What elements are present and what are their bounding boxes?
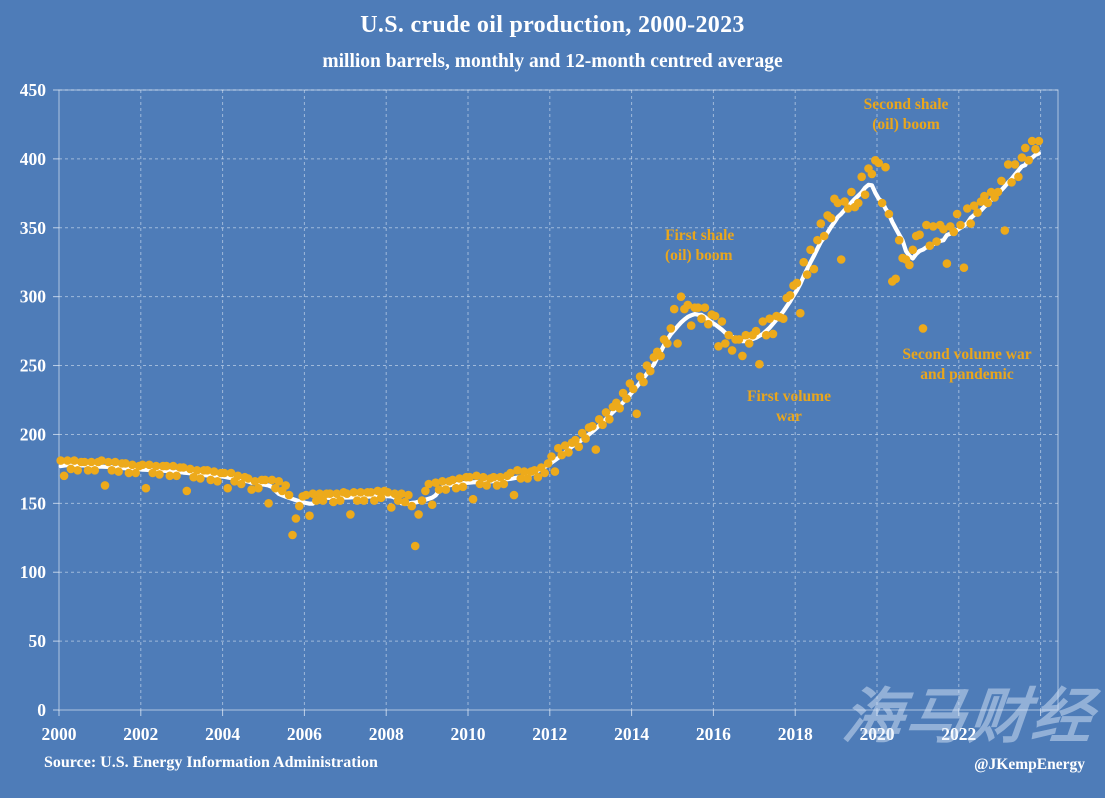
svg-text:2018: 2018 xyxy=(778,724,813,744)
annotation-second-shale-boom: Second shale (oil) boom xyxy=(863,96,949,134)
svg-text:2014: 2014 xyxy=(614,724,649,744)
svg-text:2006: 2006 xyxy=(287,724,322,744)
svg-text:200: 200 xyxy=(20,424,47,444)
axis-ticks xyxy=(53,89,1042,716)
svg-text:2010: 2010 xyxy=(451,724,486,744)
annotation-first-volume-war: First volume war xyxy=(747,388,831,426)
scatter-points xyxy=(56,136,1044,551)
svg-text:250: 250 xyxy=(20,356,47,376)
plot-border xyxy=(58,89,1059,711)
chart-title: U.S. crude oil production, 2000-2023 xyxy=(360,12,745,38)
annotation-first-shale-boom: First shale (oil) boom xyxy=(665,227,735,265)
chart-subtitle: million barrels, monthly and 12-month ce… xyxy=(322,51,783,72)
svg-text:350: 350 xyxy=(20,218,47,238)
svg-text:0: 0 xyxy=(37,700,46,720)
svg-text:2012: 2012 xyxy=(532,724,567,744)
svg-text:300: 300 xyxy=(20,287,47,307)
svg-text:2004: 2004 xyxy=(205,724,240,744)
x-tick-labels: 2000 2002 2004 2006 2008 2010 2012 2014 2016 2018… xyxy=(42,724,977,744)
y-tick-labels: 0 50 100 150 200 250 300 350 400 450 xyxy=(20,80,47,720)
svg-text:2002: 2002 xyxy=(123,724,158,744)
svg-text:2022: 2022 xyxy=(941,724,976,744)
svg-text:50: 50 xyxy=(29,631,47,651)
svg-text:400: 400 xyxy=(20,149,47,169)
annotation-second-volume-war: Second volume war and pandemic xyxy=(902,346,1032,384)
svg-text:2008: 2008 xyxy=(369,724,404,744)
svg-text:450: 450 xyxy=(20,80,47,100)
svg-text:100: 100 xyxy=(20,562,47,582)
source-note: Source: U.S. Energy Information Administ… xyxy=(44,754,378,771)
gridlines xyxy=(59,89,1058,710)
svg-text:2020: 2020 xyxy=(860,724,895,744)
author-handle: @JKempEnergy xyxy=(974,756,1085,773)
svg-text:2000: 2000 xyxy=(42,724,77,744)
svg-text:150: 150 xyxy=(20,493,47,513)
svg-text:2016: 2016 xyxy=(696,724,731,744)
